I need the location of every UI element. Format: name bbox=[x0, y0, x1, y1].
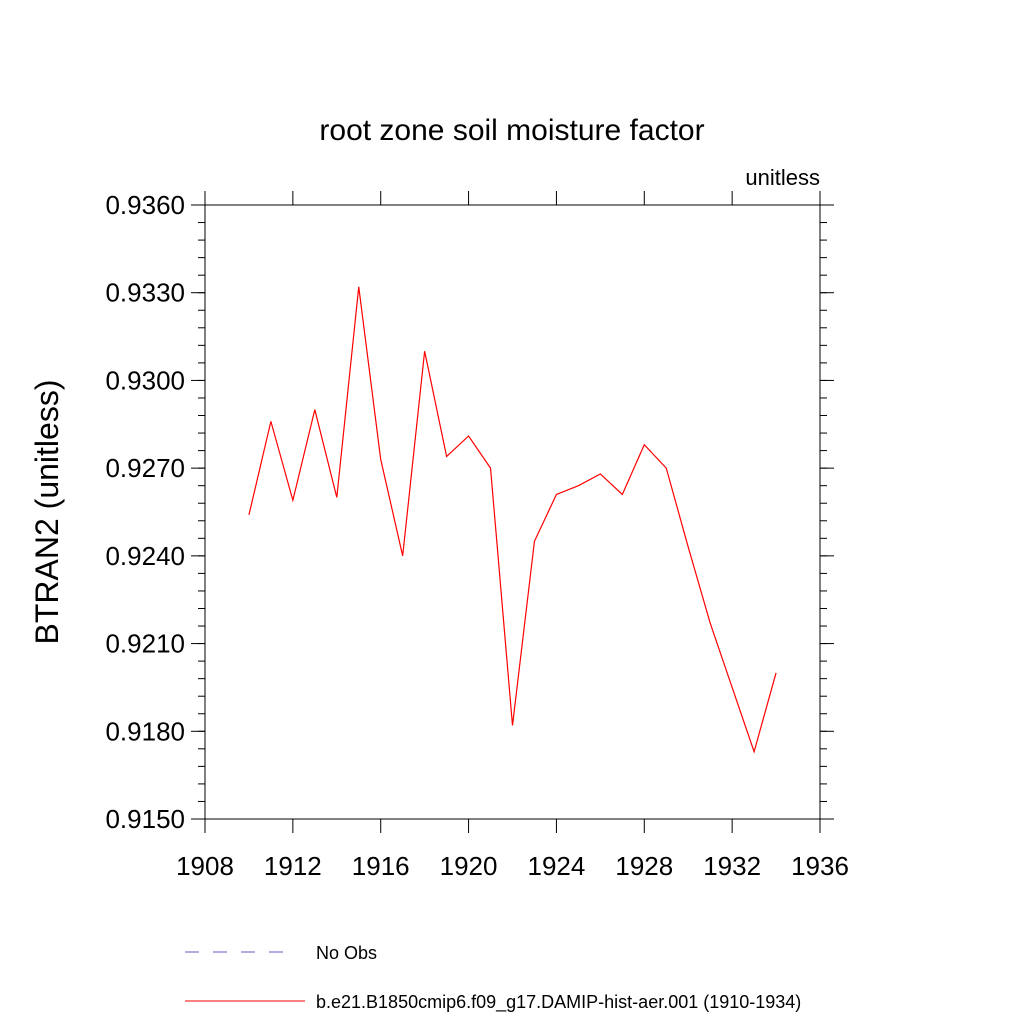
series-line bbox=[248, 286, 777, 754]
chart-title: root zone soil moisture factor bbox=[319, 114, 704, 147]
plot-frame bbox=[204, 204, 821, 820]
y-tick-label: 0.9210 bbox=[105, 629, 185, 659]
y-axis-label: BTRAN2 (unitless) bbox=[29, 380, 65, 645]
x-tick-label: 1924 bbox=[528, 851, 586, 881]
y-tick-label: 0.9150 bbox=[105, 804, 185, 834]
y-tick-label: 0.9330 bbox=[105, 278, 185, 308]
y-tick-label: 0.9240 bbox=[105, 541, 185, 571]
y-tick-label: 0.9180 bbox=[105, 716, 185, 746]
units-label: unitless bbox=[745, 165, 820, 190]
legend-label: No Obs bbox=[316, 943, 377, 963]
legend: No Obs b.e21.B1850cmip6.f09_g17.DAMIP-his… bbox=[185, 943, 801, 1013]
x-tick-label: 1920 bbox=[440, 851, 498, 881]
legend-label: b.e21.B1850cmip6.f09_g17.DAMIP-hist-aer.… bbox=[316, 992, 801, 1013]
y-tick-label: 0.9300 bbox=[105, 365, 185, 395]
series-layer bbox=[248, 286, 777, 754]
y-tick-label: 0.9360 bbox=[105, 190, 185, 220]
x-tick-label: 1936 bbox=[791, 851, 849, 881]
x-tick-label: 1932 bbox=[703, 851, 761, 881]
y-tick-label: 0.9270 bbox=[105, 453, 185, 483]
x-tick-label: 1928 bbox=[615, 851, 673, 881]
x-tick-label: 1908 bbox=[176, 851, 234, 881]
x-tick-label: 1916 bbox=[352, 851, 410, 881]
x-tick-label: 1912 bbox=[264, 851, 322, 881]
axes: 1908 1912 1916 1920 1924 1928 1932 1936 0.9150 0.… bbox=[105, 190, 848, 881]
